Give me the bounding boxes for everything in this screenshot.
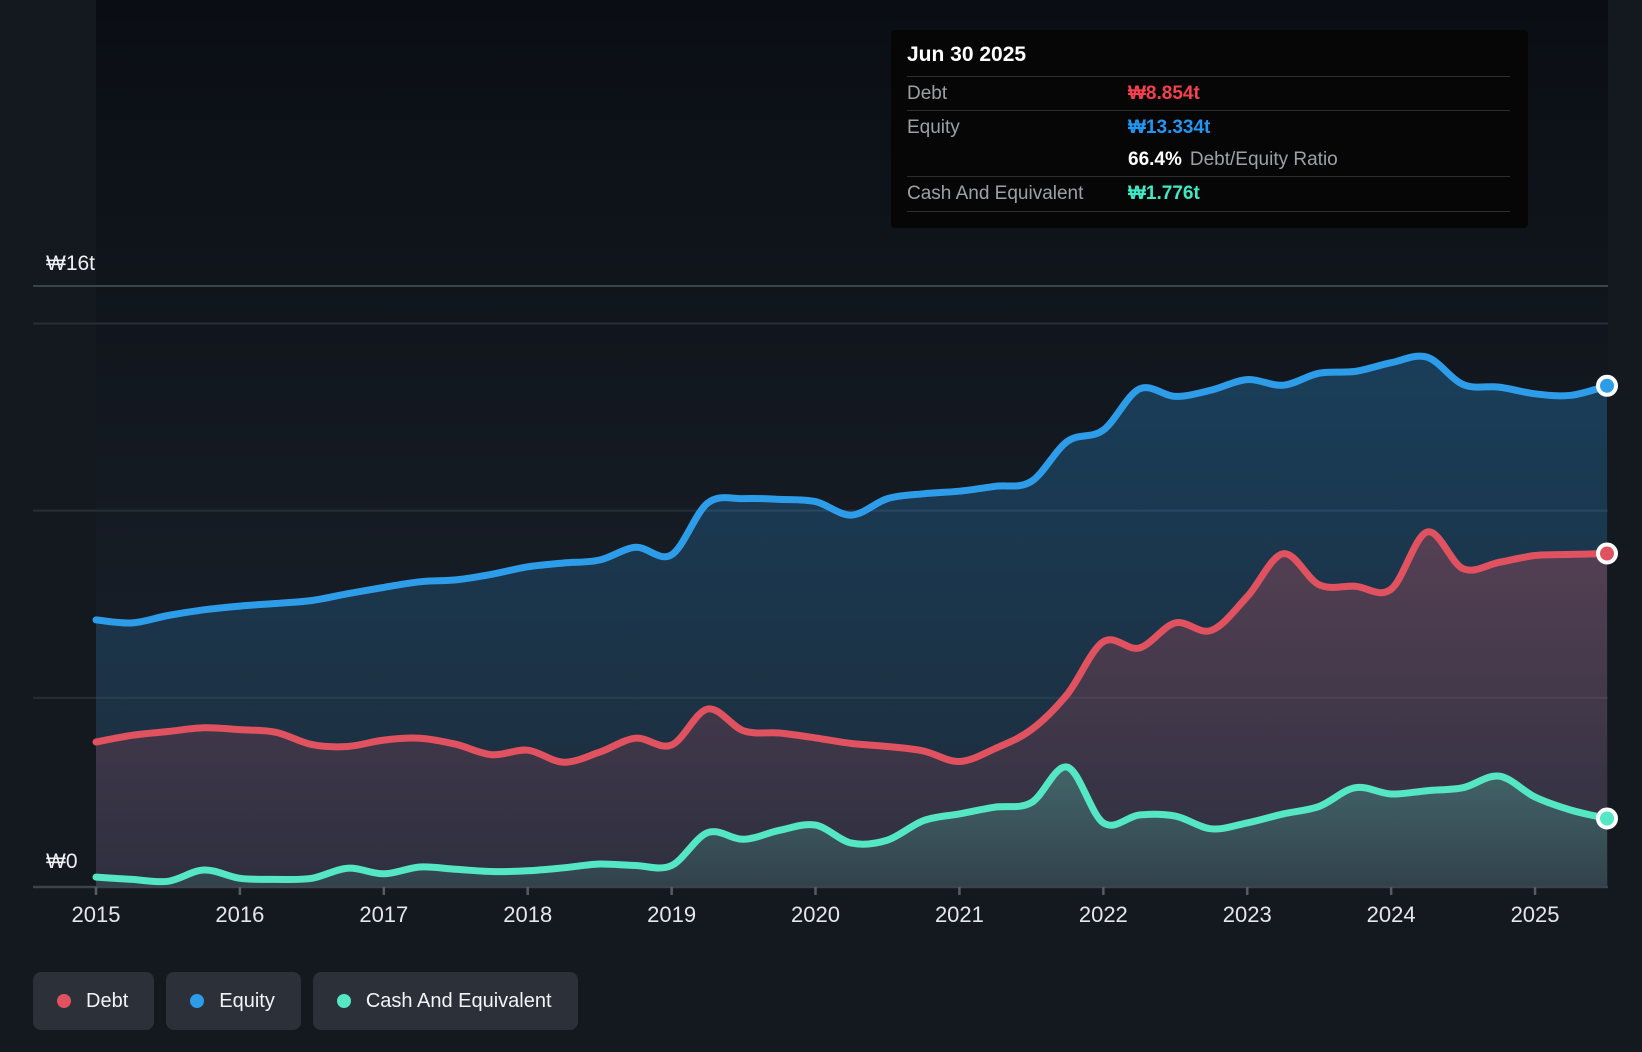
legend-label-cash: Cash And Equivalent (365, 989, 552, 1012)
cash-value: ₩1.776t (1128, 183, 1200, 204)
x-axis-label: 2024 (1367, 902, 1416, 927)
x-axis-label: 2020 (791, 902, 840, 927)
equity-value: ₩13.334t (1128, 116, 1211, 138)
x-axis-label: 2021 (935, 902, 984, 927)
debt-label: Debt (907, 82, 948, 104)
tooltip-row-debt: Debt ₩8.854t (907, 76, 1510, 110)
tooltip: Jun 30 2025 Debt ₩8.854t Equity ₩13.334t… (891, 30, 1528, 228)
cash-area (96, 766, 1607, 886)
equity-endpoint-marker[interactable] (1596, 374, 1618, 397)
axis-labels: 2015 2016 2017 2018 2019 2020 2021 2022 2023 2024… (46, 252, 1560, 927)
debt-value: ₩8.854t (1128, 82, 1200, 104)
x-axis-label: 2015 (72, 902, 121, 927)
cash-endpoint-marker[interactable] (1596, 807, 1618, 830)
legend-item-cash[interactable]: Cash And Equivalent (312, 972, 578, 1030)
debt-equity-ratio-value: 66.4% (1128, 149, 1182, 170)
legend-label-equity: Equity (219, 989, 275, 1012)
x-axis-label: 2019 (647, 902, 696, 927)
debt-dot-icon (57, 994, 71, 1008)
x-axis-label: 2022 (1079, 902, 1128, 927)
equity-label: Equity (907, 116, 960, 138)
legend-item-equity[interactable]: Equity (166, 972, 301, 1030)
x-axis-label: 2025 (1511, 902, 1560, 927)
legend: Debt Equity Cash And Equivalent (33, 972, 578, 1030)
tooltip-date: Jun 30 2025 (907, 43, 1027, 66)
debt-endpoint-marker[interactable] (1596, 542, 1618, 565)
equity-dot-icon (190, 994, 205, 1008)
x-axis-label: 2016 (215, 902, 264, 927)
equity-line (92, 352, 1611, 627)
tooltip-row-cash: Cash And Equivalent ₩1.776t (907, 176, 1510, 212)
x-axis-label: 2023 (1223, 902, 1272, 927)
tooltip-row-equity: Equity ₩13.334t (907, 110, 1510, 144)
legend-item-debt[interactable]: Debt (33, 972, 155, 1030)
x-axis (33, 885, 1608, 895)
x-axis-label: 2017 (359, 902, 408, 927)
tooltip-row-ratio: 66.4% Debt/Equity Ratio (907, 144, 1510, 176)
legend-label-debt: Debt (86, 989, 129, 1012)
x-axis-label: 2018 (503, 902, 552, 927)
cash-dot-icon (336, 994, 351, 1008)
y-axis-label-zero: ₩0 (46, 850, 78, 873)
cash-label: Cash And Equivalent (907, 183, 1084, 204)
y-axis-label-max: ₩16t (46, 252, 95, 275)
debt-equity-ratio-label: Debt/Equity Ratio (1189, 149, 1338, 170)
cash-line (92, 763, 1611, 886)
debt-line (92, 528, 1611, 766)
